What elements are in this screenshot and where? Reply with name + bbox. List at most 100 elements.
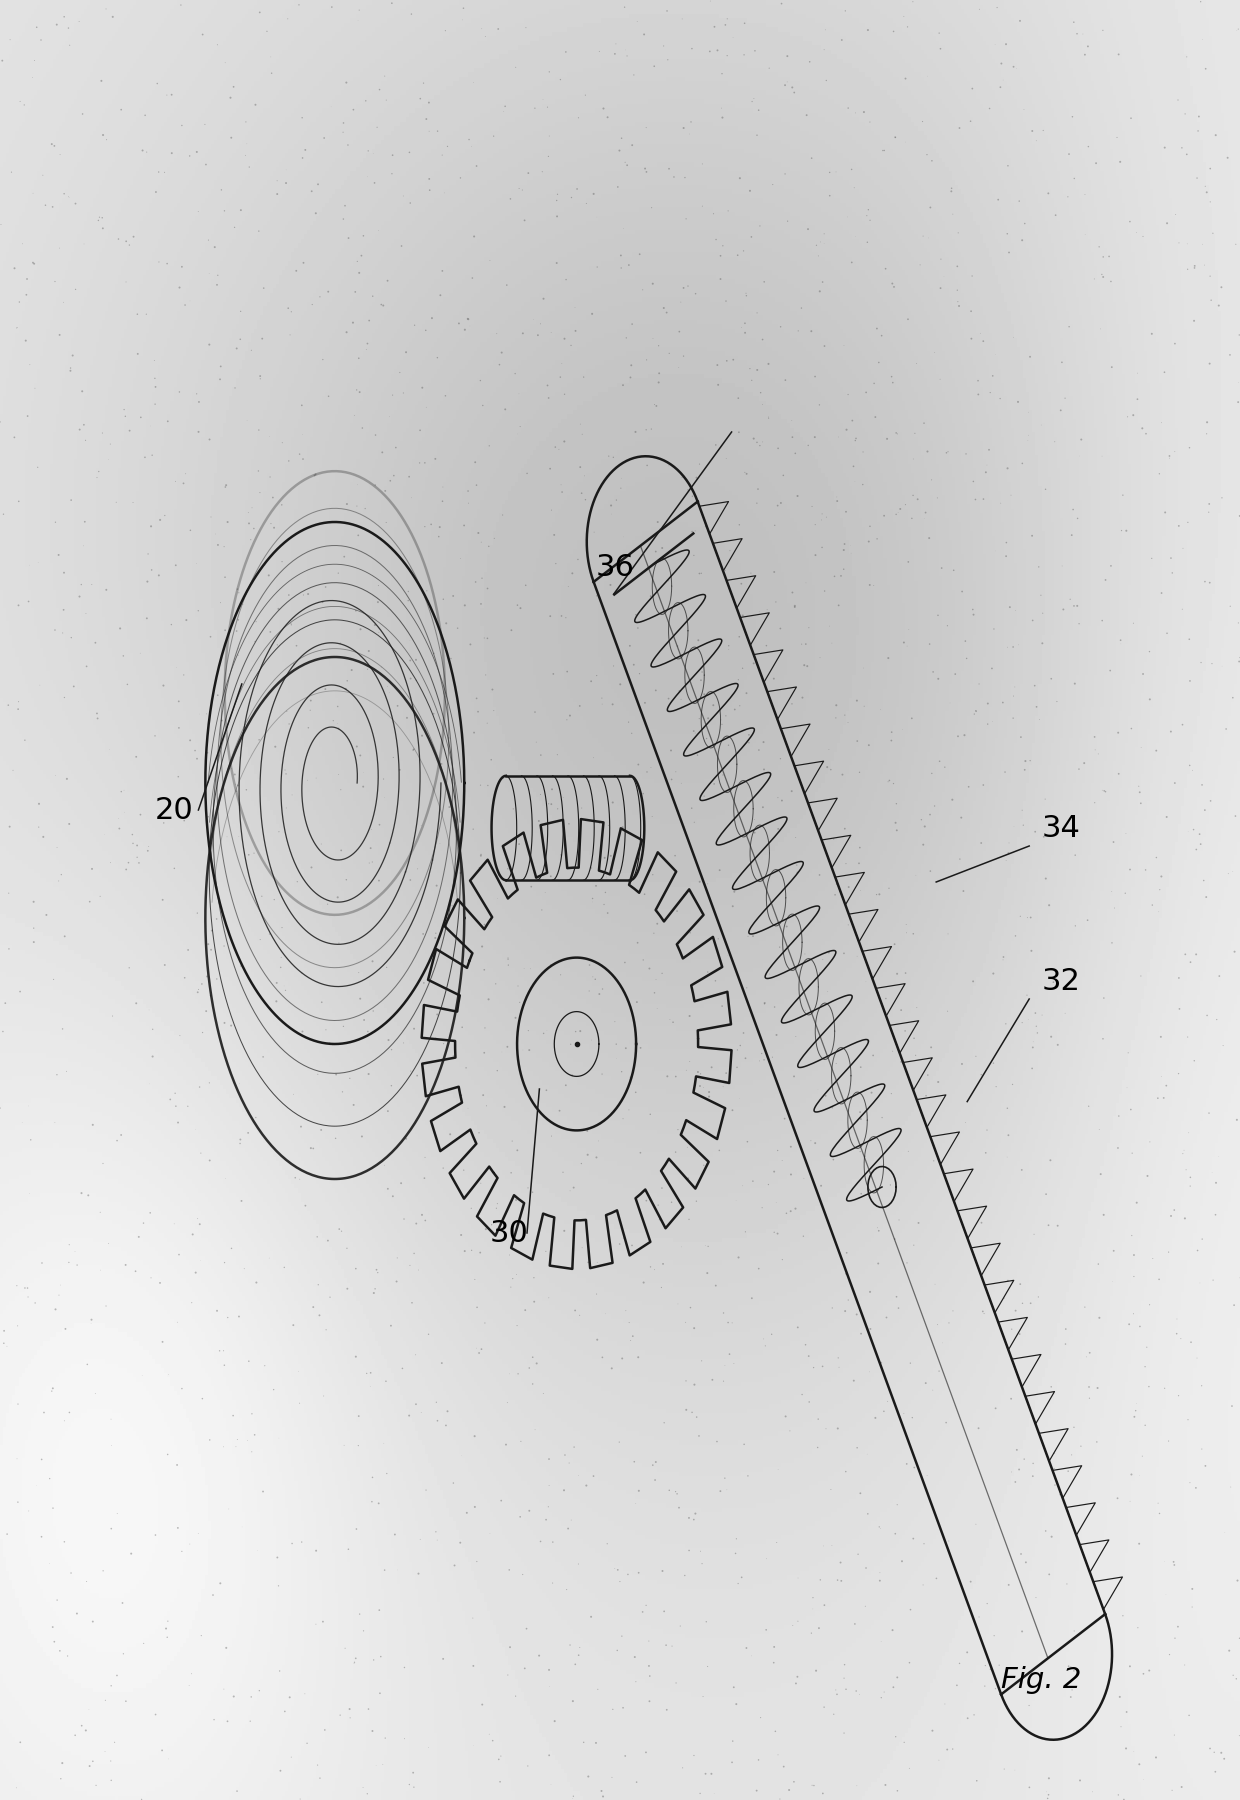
Point bbox=[0, 211, 11, 239]
Point bbox=[472, 932, 492, 961]
Point bbox=[914, 409, 934, 437]
Point bbox=[816, 16, 836, 45]
Point bbox=[377, 1460, 397, 1489]
Point bbox=[1172, 1773, 1192, 1800]
Point bbox=[833, 536, 853, 565]
Point bbox=[645, 979, 665, 1008]
Point bbox=[693, 1073, 713, 1102]
Point bbox=[562, 184, 582, 212]
Point bbox=[799, 614, 818, 643]
Point bbox=[593, 1343, 613, 1372]
Point bbox=[614, 1224, 634, 1253]
Point bbox=[913, 1571, 932, 1600]
Point bbox=[229, 1301, 249, 1330]
Point bbox=[750, 378, 770, 407]
Point bbox=[24, 927, 43, 956]
Point bbox=[885, 122, 905, 151]
Point bbox=[553, 1157, 573, 1186]
Point bbox=[180, 142, 200, 171]
Point bbox=[869, 880, 889, 909]
Point bbox=[306, 459, 326, 488]
Point bbox=[539, 1741, 559, 1769]
Point bbox=[711, 1476, 730, 1505]
Point bbox=[949, 292, 968, 320]
Point bbox=[399, 139, 419, 167]
Point bbox=[526, 727, 546, 756]
Point bbox=[1148, 1489, 1168, 1517]
Point bbox=[569, 1301, 589, 1330]
Point bbox=[559, 810, 579, 839]
Point bbox=[859, 571, 879, 599]
Point bbox=[810, 391, 830, 419]
Point bbox=[1229, 14, 1240, 43]
Point bbox=[698, 869, 718, 898]
Point bbox=[433, 140, 453, 169]
Point bbox=[712, 59, 732, 88]
Point bbox=[962, 261, 982, 290]
Point bbox=[64, 1237, 84, 1265]
Point bbox=[145, 391, 165, 419]
Point bbox=[180, 1530, 200, 1559]
Point bbox=[45, 1627, 64, 1656]
Point bbox=[584, 518, 604, 547]
Point bbox=[619, 250, 639, 279]
Point bbox=[715, 11, 735, 40]
Point bbox=[200, 425, 219, 454]
Point bbox=[506, 1003, 526, 1031]
Point bbox=[776, 1402, 796, 1431]
Point bbox=[895, 490, 915, 518]
Point bbox=[952, 578, 972, 607]
Point bbox=[356, 495, 376, 524]
Point bbox=[676, 205, 696, 234]
Point bbox=[477, 770, 497, 799]
Point bbox=[291, 391, 311, 419]
Point bbox=[19, 587, 38, 616]
Point bbox=[836, 850, 856, 878]
Point bbox=[991, 383, 1011, 412]
Point bbox=[691, 1537, 711, 1566]
Point bbox=[937, 612, 957, 641]
Point bbox=[764, 664, 784, 693]
Point bbox=[901, 704, 921, 733]
Point bbox=[187, 1204, 207, 1233]
Point bbox=[510, 412, 529, 441]
Point bbox=[734, 1429, 754, 1458]
Point bbox=[826, 704, 846, 733]
Point bbox=[103, 2, 123, 31]
Point bbox=[250, 364, 270, 392]
Point bbox=[516, 1296, 536, 1325]
Point bbox=[91, 1256, 110, 1285]
Point bbox=[874, 1678, 894, 1706]
Point bbox=[795, 940, 815, 968]
Point bbox=[587, 203, 606, 232]
Point bbox=[123, 830, 143, 859]
Point bbox=[759, 349, 779, 378]
Point bbox=[485, 524, 505, 553]
Point bbox=[560, 702, 580, 731]
Point bbox=[711, 265, 730, 293]
Point bbox=[977, 1589, 997, 1618]
Point bbox=[822, 1093, 842, 1121]
Point bbox=[804, 1771, 823, 1800]
Point bbox=[1178, 256, 1198, 284]
Point bbox=[861, 205, 880, 234]
Point bbox=[606, 452, 626, 481]
Point bbox=[843, 452, 863, 481]
Point bbox=[74, 508, 94, 536]
Point bbox=[42, 1377, 62, 1406]
Point bbox=[454, 0, 474, 23]
Point bbox=[1039, 1211, 1059, 1240]
Point bbox=[334, 117, 353, 146]
Point bbox=[614, 214, 634, 243]
Point bbox=[916, 1368, 936, 1397]
Point bbox=[206, 520, 226, 549]
Point bbox=[637, 452, 657, 481]
Point bbox=[898, 13, 918, 41]
Point bbox=[1184, 306, 1204, 335]
Point bbox=[613, 1105, 632, 1134]
Point bbox=[363, 139, 383, 167]
Point bbox=[869, 347, 889, 376]
Point bbox=[155, 950, 175, 979]
Point bbox=[1162, 1777, 1182, 1800]
Point bbox=[1158, 1238, 1178, 1267]
